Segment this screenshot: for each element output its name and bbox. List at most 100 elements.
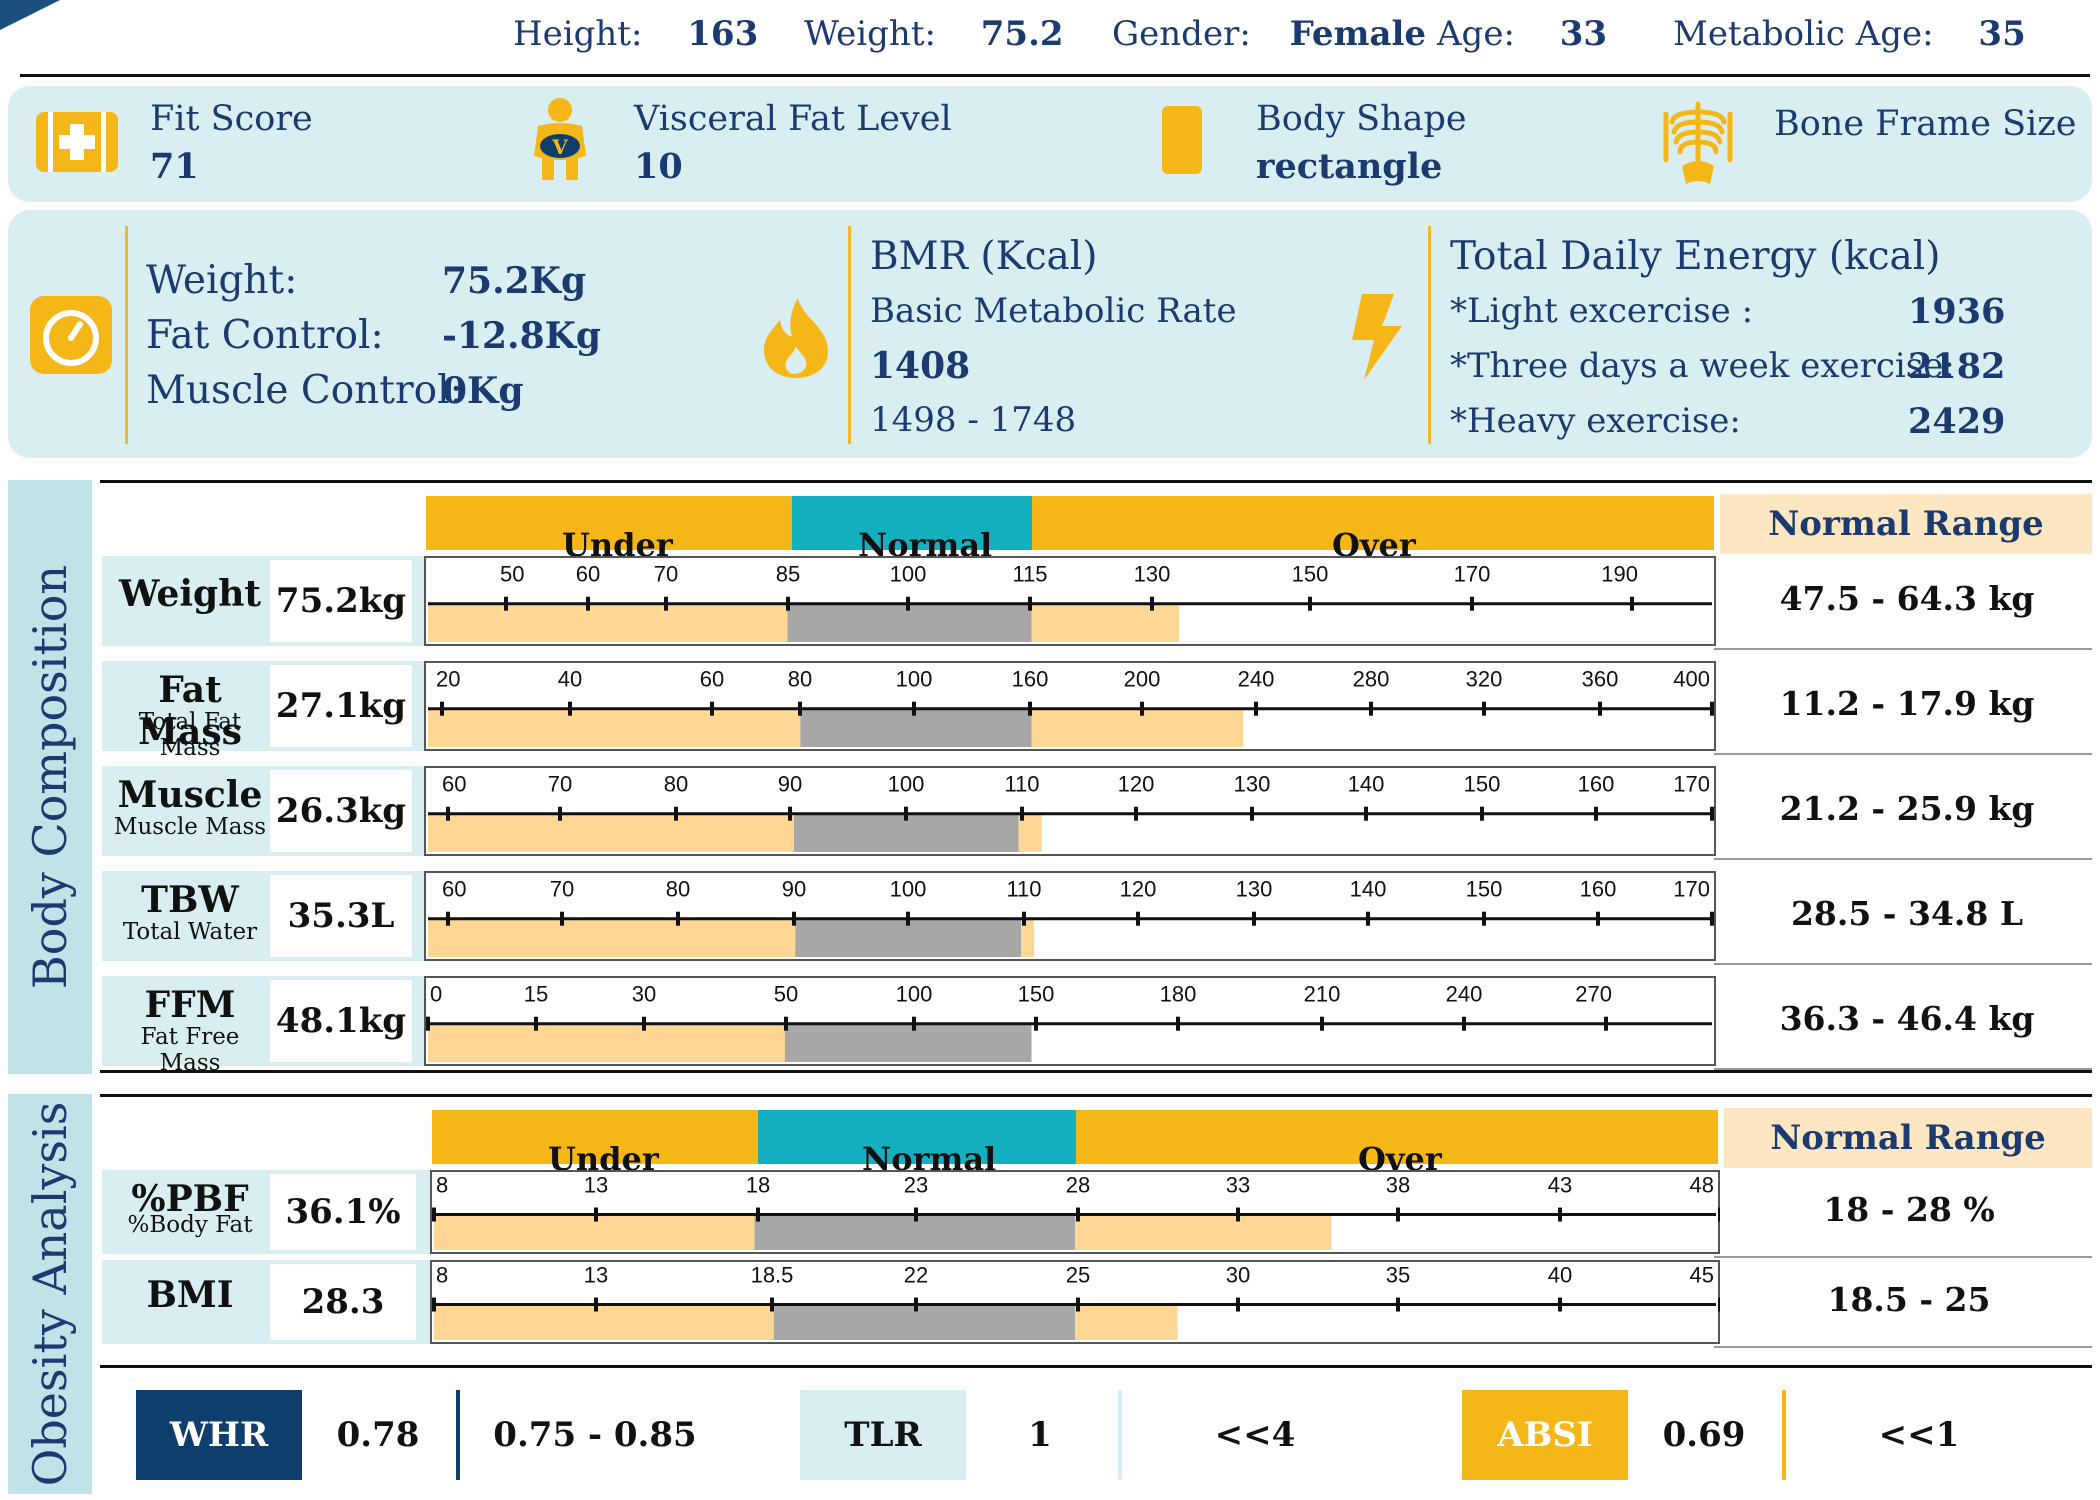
bc-tick-label: 30 <box>632 982 656 1007</box>
oa-tick-label: 33 <box>1226 1173 1250 1198</box>
bc-scale: 20 40 60 80 100 160 200 240 280 320 360 400 <box>424 661 1716 751</box>
bc-tick-label: 150 <box>1018 982 1055 1007</box>
oa-tick-label: 48 <box>1690 1173 1714 1198</box>
age-label: Age: <box>1437 14 1515 54</box>
bc-tick-label: 110 <box>1006 877 1041 902</box>
bc-tick-label: 280 <box>1353 667 1390 692</box>
bc-tick-label: 130 <box>1236 877 1273 902</box>
bc-range-band: Under Normal Over <box>426 496 1714 564</box>
bc-row-separator <box>1714 1068 2092 1070</box>
bc-tick-label: 40 <box>558 667 582 692</box>
bc-fill-segment <box>1021 918 1035 957</box>
bc-tick-label: 360 <box>1582 667 1619 692</box>
light-exercise-value: 1936 <box>1908 291 2006 332</box>
tde-title: Total Daily Energy (kcal) <box>1450 234 1941 279</box>
bc-metric-name: Fat Mass <box>138 669 242 753</box>
gender-value: Female <box>1289 14 1427 54</box>
bc-tick-label: 90 <box>778 772 802 797</box>
lightning-icon <box>1352 294 1402 380</box>
bc-name-cell: Fat Mass Total Fat Mass <box>108 665 272 761</box>
three-days-exercise-label: *Three days a week exercise: <box>1450 346 1955 386</box>
bc-tick-label: 100 <box>890 877 927 902</box>
bc-tick-label: 270 <box>1575 982 1612 1007</box>
header-metabolic-age: Metabolic Age: 35 <box>1673 14 2026 54</box>
oa-tick-label: 13 <box>584 1173 608 1198</box>
bc-metric-subtitle: Total Water <box>122 919 258 945</box>
bc-scale: 60 70 80 90 100 110 120 130 140 150 160 170 <box>424 766 1716 856</box>
bc-tick-label: 100 <box>896 982 933 1007</box>
bc-tick-label: 180 <box>1160 982 1197 1007</box>
age-value: 33 <box>1559 14 1608 54</box>
bc-tick-label: 190 <box>1601 562 1638 587</box>
bc-tick-label: 80 <box>666 877 690 902</box>
first-aid-kit-icon <box>36 112 118 172</box>
bc-normal-range-value: 28.5 - 34.8 L <box>1790 894 2024 933</box>
bc-metric-value: 27.1kg <box>270 665 412 747</box>
bc-name-cell: Weight <box>108 560 272 642</box>
summary-panel <box>8 86 2092 202</box>
bc-tick-label: 160 <box>1578 772 1615 797</box>
oa-tick-label: 18.5 <box>751 1263 794 1288</box>
bc-tick-label: 240 <box>1238 667 1275 692</box>
height-label: Height: <box>513 14 643 54</box>
bmr-value: 1408 <box>870 345 971 387</box>
flame-icon <box>764 298 828 378</box>
oa-tick-label: 43 <box>1548 1173 1572 1198</box>
bc-tick-label: 170 <box>1673 772 1710 797</box>
bc-fill-segment <box>1018 813 1042 852</box>
bc-tick-label: 0 <box>430 982 442 1007</box>
obesity-analysis-title: Obesity Analysis <box>23 1101 77 1487</box>
height-value: 163 <box>687 14 759 54</box>
bc-top-line <box>100 480 2092 483</box>
oa-metric-subtitle: %Body Fat <box>127 1212 253 1238</box>
bc-fill-segment <box>428 603 788 642</box>
visceral-badge-letter: V <box>551 135 568 159</box>
muscle-control-label: Muscle Control: <box>146 368 463 413</box>
bc-tick-label: 50 <box>500 562 524 587</box>
weight-value: 75.2 <box>980 14 1064 54</box>
oa-tick-label: 22 <box>904 1263 928 1288</box>
bc-normal-range-value: 36.3 - 46.4 kg <box>1779 999 2035 1038</box>
bc-tick-label: 240 <box>1446 982 1483 1007</box>
bmr-title: BMR (Kcal) <box>870 234 1098 279</box>
oa-normal-range-value: 18 - 28 % <box>1823 1190 1995 1229</box>
body-shape-icon <box>1162 106 1202 174</box>
bc-tick-label: 120 <box>1120 877 1157 902</box>
oa-tick-label: 35 <box>1386 1263 1410 1288</box>
bc-tick-label: 120 <box>1118 772 1155 797</box>
scale-icon <box>30 296 112 374</box>
bc-tick-label: 140 <box>1350 877 1387 902</box>
oa-range-band: Under Normal Over <box>432 1110 1718 1178</box>
body-composition-sidebar: Body Composition <box>8 480 92 1074</box>
bc-row-separator <box>1714 753 2092 755</box>
oa-tick-label: 8 <box>436 1263 448 1288</box>
bc-normal-range-header: Normal Range <box>1720 494 2092 554</box>
oa-metric-name: %PBF <box>131 1178 249 1220</box>
bc-normal-range-value: 47.5 - 64.3 kg <box>1779 579 2035 618</box>
bc-tick-label: 100 <box>890 562 927 587</box>
oa-metric-value: 36.1% <box>270 1174 416 1250</box>
bc-band-normal: Normal <box>792 496 1032 564</box>
bc-tick-label: 150 <box>1466 877 1503 902</box>
bc-name-cell: FFM Fat Free Mass <box>108 980 272 1076</box>
bmr-subtitle: Basic Metabolic Rate <box>870 291 1237 331</box>
bc-tick-label: 400 <box>1673 667 1710 692</box>
bc-fill-segment <box>428 1023 785 1062</box>
header-divider <box>20 74 2090 77</box>
oa-fill-segment <box>1075 1304 1178 1340</box>
bc-tick-label: 70 <box>548 772 572 797</box>
weight-label: Weight: <box>804 14 936 54</box>
whr-value: 0.78 <box>336 1415 420 1455</box>
bc-bottom-line <box>100 1070 2092 1073</box>
bc-metric-value: 35.3L <box>270 875 412 957</box>
bc-band-over: Over <box>1032 496 1714 564</box>
bc-tick-label: 80 <box>788 667 812 692</box>
bc-metric-name: TBW <box>141 879 239 921</box>
absi-divider <box>1782 1390 1786 1480</box>
metabolic-age-label: Metabolic Age: <box>1673 14 1934 54</box>
tlr-label: TLR <box>800 1390 966 1480</box>
bc-tick-label: 115 <box>1012 562 1047 587</box>
bc-tick-label: 200 <box>1124 667 1161 692</box>
oa-tick-label: 8 <box>436 1173 448 1198</box>
bc-name-cell: TBW Total Water <box>108 875 272 957</box>
